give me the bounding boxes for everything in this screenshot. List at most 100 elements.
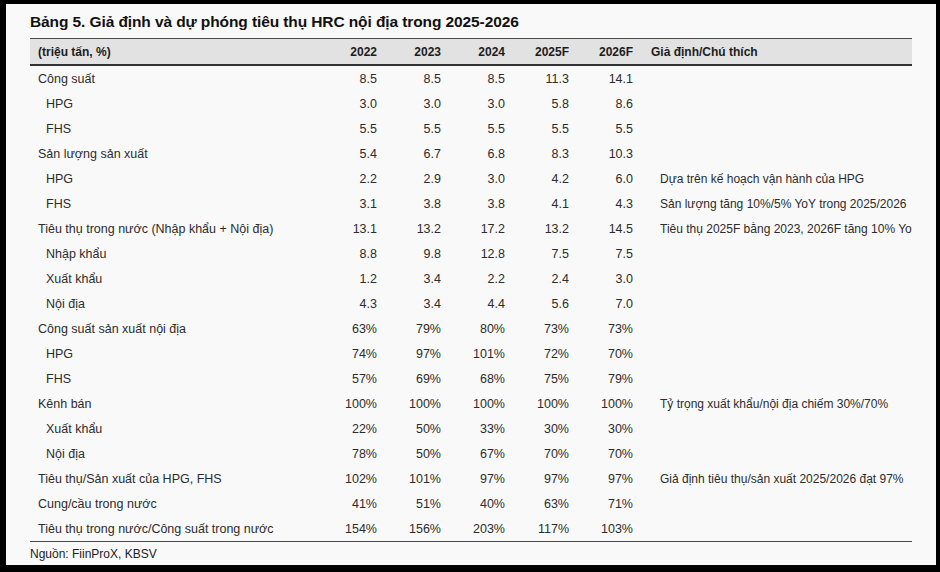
table-row: Công suất 8.58.58.511.314.1 (30, 66, 912, 91)
cell-value: 3.0 (441, 172, 505, 186)
row-values: 78%50%67%70%70% (313, 447, 633, 461)
cell-value: 14.5 (569, 222, 633, 236)
cell-value: 30% (505, 422, 569, 436)
cell-value: 69% (377, 372, 441, 386)
report-table-figure: Bảng 5. Giả định và dự phóng tiêu thụ HR… (30, 4, 912, 561)
row-values: 102%101%97%97%97% (313, 472, 633, 486)
row-values: 13.113.217.213.214.5 (313, 222, 633, 236)
cell-value: 8.5 (441, 72, 505, 86)
table-row: Xuất khẩu 1.23.42.22.43.0 (30, 266, 912, 291)
cell-value: 75% (505, 372, 569, 386)
cell-value: 97% (505, 472, 569, 486)
cell-value: 41% (313, 497, 377, 511)
cell-value: 4.2 (505, 172, 569, 186)
row-values: 1.23.42.22.43.0 (313, 272, 633, 286)
cell-value: 79% (377, 322, 441, 336)
cell-value: 63% (505, 497, 569, 511)
row-note: Dựa trên kế hoạch vận hành của HPG (633, 172, 912, 186)
cell-value: 8.8 (313, 247, 377, 261)
col-header-year: 2026F (569, 45, 633, 59)
cell-value: 12.8 (441, 247, 505, 261)
row-values: 74%97%101%72%70% (313, 347, 633, 361)
table-row: Xuất khẩu 22%50%33%30%30% (30, 416, 912, 441)
table-row: Tiêu thụ trong nước/Công suất trong nước… (30, 516, 912, 541)
row-values: 63%79%80%73%73% (313, 322, 633, 336)
row-label: Xuất khẩu (30, 272, 313, 286)
cell-value: 6.8 (441, 147, 505, 161)
row-values: 2.22.93.04.26.0 (313, 172, 633, 186)
row-values: 154%156%203%117%103% (313, 522, 633, 536)
cell-value: 6.7 (377, 147, 441, 161)
row-values: 4.33.44.45.67.0 (313, 297, 633, 311)
cell-value: 5.4 (313, 147, 377, 161)
table-row: HPG 74%97%101%72%70% (30, 341, 912, 366)
cell-value: 2.2 (313, 172, 377, 186)
table-row: FHS 3.13.83.84.14.3 Sản lượng tăng 10%/5… (30, 191, 912, 216)
row-note: Giả định tiêu thụ/sản xuất 2025/2026 đạt… (633, 472, 912, 486)
cell-value: 2.4 (505, 272, 569, 286)
row-label: Xuất khẩu (30, 422, 313, 436)
cell-value: 3.1 (313, 197, 377, 211)
row-label: Nhập khẩu (30, 247, 313, 261)
row-label: Cung/cầu trong nước (30, 497, 313, 511)
cell-value: 8.3 (505, 147, 569, 161)
cell-value: 72% (505, 347, 569, 361)
cell-value: 2.2 (441, 272, 505, 286)
row-note: Tiêu thụ 2025F bằng 2023, 2026F tăng 10%… (633, 222, 912, 236)
table-body: Công suất 8.58.58.511.314.1 HPG 3.03.03.… (30, 66, 912, 542)
cell-value: 3.0 (569, 272, 633, 286)
cell-value: 4.3 (313, 297, 377, 311)
row-label: Công suất (30, 72, 313, 86)
cell-value: 1.2 (313, 272, 377, 286)
row-label: Nội địa (30, 447, 313, 461)
cell-value: 5.5 (505, 122, 569, 136)
row-label: HPG (30, 97, 313, 111)
cell-value: 5.5 (441, 122, 505, 136)
col-header-year: 2025F (505, 45, 569, 59)
row-label: Kênh bán (30, 397, 313, 411)
cell-value: 78% (313, 447, 377, 461)
table-row: Nhập khẩu 8.89.812.87.57.5 (30, 241, 912, 266)
cell-value: 71% (569, 497, 633, 511)
table-row: Công suất sản xuất nội địa 63%79%80%73%7… (30, 316, 912, 341)
cell-value: 103% (569, 522, 633, 536)
row-label: Sản lượng sản xuất (30, 147, 313, 161)
source-note: Nguồn: FiinProX, KBSV (30, 542, 912, 561)
cell-value: 3.4 (377, 297, 441, 311)
cell-value: 3.8 (441, 197, 505, 211)
row-values: 41%51%40%63%71% (313, 497, 633, 511)
cell-value: 17.2 (441, 222, 505, 236)
cell-value: 156% (377, 522, 441, 536)
row-label: FHS (30, 122, 313, 136)
table-row: Nội địa 4.33.44.45.67.0 (30, 291, 912, 316)
cell-value: 13.1 (313, 222, 377, 236)
cell-value: 117% (505, 522, 569, 536)
cell-value: 5.6 (505, 297, 569, 311)
cell-value: 8.5 (313, 72, 377, 86)
cell-value: 5.5 (313, 122, 377, 136)
row-note: Tỷ trọng xuất khẩu/nội địa chiếm 30%/70% (633, 397, 912, 411)
cell-value: 74% (313, 347, 377, 361)
year-headers: 2022202320242025F2026F (313, 45, 633, 59)
cell-value: 2.9 (377, 172, 441, 186)
row-values: 5.55.55.55.55.5 (313, 122, 633, 136)
table-row: Tiêu thụ/Sản xuất của HPG, FHS 102%101%9… (30, 466, 912, 491)
cell-value: 102% (313, 472, 377, 486)
cell-value: 101% (377, 472, 441, 486)
row-values: 100%100%100%100%100% (313, 397, 633, 411)
table-row: HPG 3.03.03.05.88.6 (30, 91, 912, 116)
cell-value: 7.5 (505, 247, 569, 261)
table-row: Tiêu thụ trong nước (Nhập khẩu + Nội địa… (30, 216, 912, 241)
cell-value: 13.2 (505, 222, 569, 236)
row-values: 5.46.76.88.310.3 (313, 147, 633, 161)
cell-value: 10.3 (569, 147, 633, 161)
cell-value: 8.5 (377, 72, 441, 86)
cell-value: 5.5 (569, 122, 633, 136)
row-label: FHS (30, 372, 313, 386)
cell-value: 3.8 (377, 197, 441, 211)
row-label: Nội địa (30, 297, 313, 311)
cell-value: 80% (441, 322, 505, 336)
cell-value: 70% (569, 347, 633, 361)
cell-value: 4.1 (505, 197, 569, 211)
table-header-row: (triệu tấn, %) 2022202320242025F2026F Gi… (30, 38, 912, 66)
